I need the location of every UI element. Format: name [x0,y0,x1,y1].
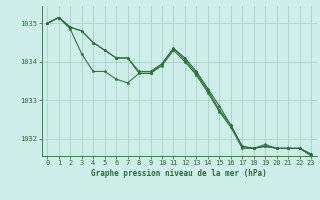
X-axis label: Graphe pression niveau de la mer (hPa): Graphe pression niveau de la mer (hPa) [91,169,267,178]
